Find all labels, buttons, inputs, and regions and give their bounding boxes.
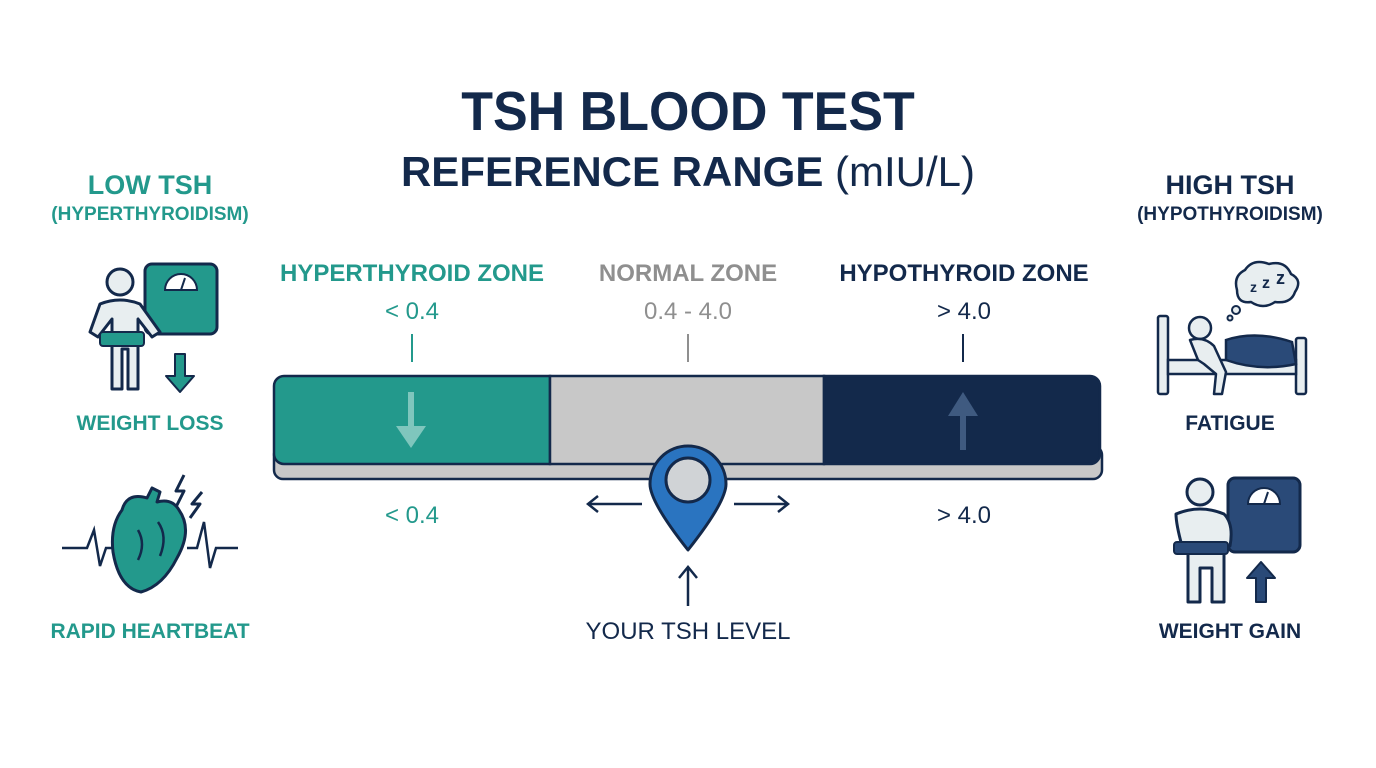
tick-hyperthyroid [411,334,413,362]
symptom-weight-gain-label: WEIGHT GAIN [1158,620,1302,643]
svg-text:z: z [1250,279,1257,295]
svg-text:z: z [1276,268,1285,288]
page-subtitle: REFERENCE RANGE (mIU/L) [338,148,1038,196]
symptom-fatigue-label: FATIGUE [1185,412,1275,435]
page-title: TSH BLOOD TEST [461,81,915,143]
weight-loss-icon [88,262,219,393]
high-tsh-subheader: (HYPOTHYROIDISM) [1137,204,1323,225]
low-tsh-header: LOW TSH [87,170,213,200]
zone-normal-header: NORMAL ZONE [598,260,778,287]
left-arrow-icon [585,495,642,513]
subtitle-unit: (mIU/L) [835,148,976,195]
your-tsh-level-label: YOUR TSH LEVEL [585,618,791,645]
zone-hyperthyroid-range-bottom: < 0.4 [384,502,440,529]
svg-text:z: z [1262,275,1270,292]
zone-hypothyroid-header: HYPOTHYROID ZONE [839,260,1089,287]
symptom-rapid-heartbeat-label: RAPID HEARTBEAT [50,620,250,643]
right-arrow-icon [734,495,791,513]
symptom-weight-loss-label: WEIGHT LOSS [76,412,224,435]
heartbeat-icon [62,474,238,594]
fatigue-icon: z z z [1156,260,1308,396]
down-arrow-icon [396,392,426,448]
up-arrow-icon [948,392,978,450]
zone-hypothyroid-range-bottom: > 4.0 [936,502,992,529]
pointer-up-arrow-icon [678,565,698,606]
subtitle-bold: REFERENCE RANGE [400,148,824,195]
location-pin-icon [648,444,728,552]
zone-hypothyroid-range-top: > 4.0 [936,298,992,325]
low-tsh-subheader: (HYPERTHYROIDISM) [51,204,249,225]
high-tsh-header: HIGH TSH [1165,170,1295,200]
tick-normal [687,334,689,362]
zone-hyperthyroid-header: HYPERTHYROID ZONE [279,260,545,287]
tick-hypothyroid [962,334,964,362]
zone-hyperthyroid-range-top: < 0.4 [384,298,440,325]
weight-gain-icon [1173,476,1302,604]
zone-normal-range-top: 0.4 - 4.0 [643,298,733,325]
